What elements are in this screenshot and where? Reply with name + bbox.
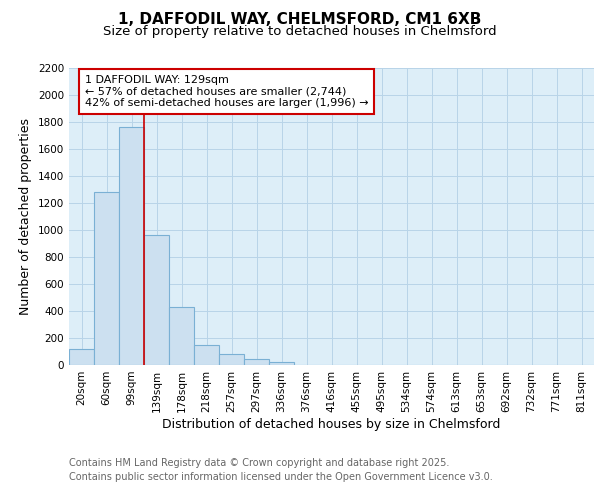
Bar bbox=[194, 344, 219, 365]
Bar bbox=[94, 192, 119, 365]
Text: Size of property relative to detached houses in Chelmsford: Size of property relative to detached ho… bbox=[103, 25, 497, 38]
Bar bbox=[169, 307, 194, 365]
Text: Contains HM Land Registry data © Crown copyright and database right 2025.: Contains HM Land Registry data © Crown c… bbox=[69, 458, 449, 468]
Bar bbox=[69, 349, 94, 365]
X-axis label: Distribution of detached houses by size in Chelmsford: Distribution of detached houses by size … bbox=[163, 418, 500, 430]
Text: 1, DAFFODIL WAY, CHELMSFORD, CM1 6XB: 1, DAFFODIL WAY, CHELMSFORD, CM1 6XB bbox=[118, 12, 482, 28]
Bar bbox=[119, 127, 144, 365]
Text: Contains public sector information licensed under the Open Government Licence v3: Contains public sector information licen… bbox=[69, 472, 493, 482]
Bar bbox=[144, 235, 169, 365]
Y-axis label: Number of detached properties: Number of detached properties bbox=[19, 118, 32, 315]
Bar bbox=[244, 360, 269, 365]
Text: 1 DAFFODIL WAY: 129sqm
← 57% of detached houses are smaller (2,744)
42% of semi-: 1 DAFFODIL WAY: 129sqm ← 57% of detached… bbox=[85, 75, 368, 108]
Bar bbox=[219, 354, 244, 365]
Bar bbox=[269, 362, 294, 365]
